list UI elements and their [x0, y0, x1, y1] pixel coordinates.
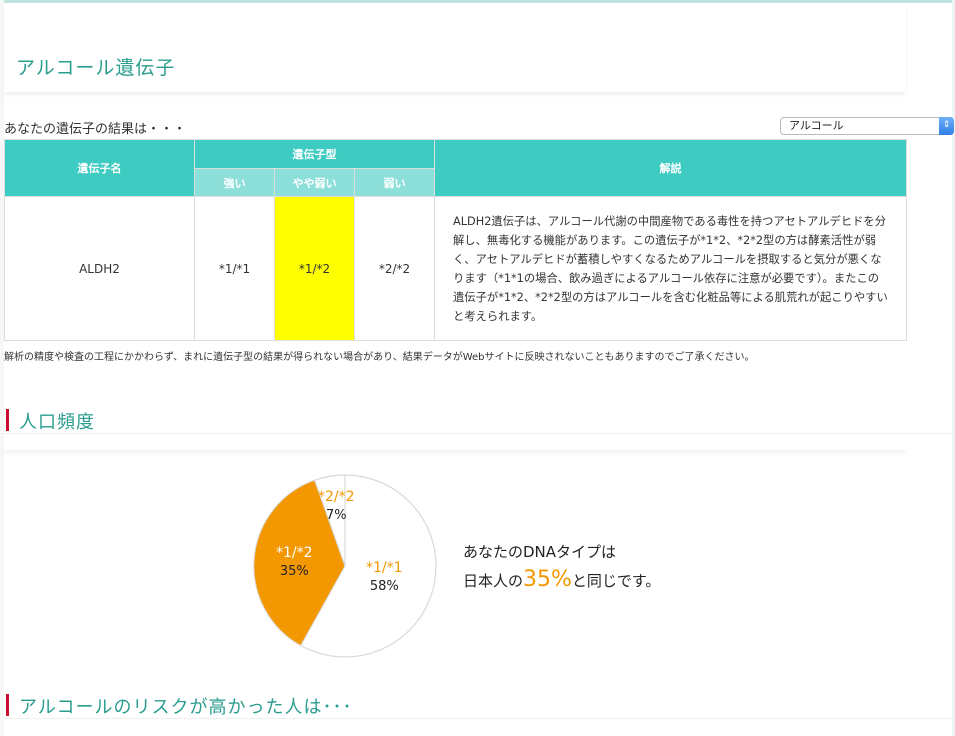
table-row: ALDH2 *1/*1 *1/*2 *2/*2 ALDH2遺伝子は、アルコール代…: [4, 196, 907, 341]
population-pie-chart: *1/*1 58% *1/*2 35% *2/*2 7%: [252, 473, 438, 659]
top-accent-bar: [0, 0, 955, 3]
section-accent-bar: [6, 694, 9, 716]
section-header-population: 人口頻度: [4, 408, 952, 434]
header-somewhat-weak: やや弱い: [274, 168, 355, 197]
pie-chart-svg: [253, 474, 437, 658]
pie-slice-1-2: [253, 479, 346, 647]
header-weak: 弱い: [354, 168, 435, 197]
gene-name-cell: ALDH2: [4, 196, 195, 341]
explanation-cell: ALDH2遺伝子は、アルコール代謝の中間産物である毒性を持つアセトアルデヒドを分…: [434, 196, 907, 341]
section-header-risk: アルコールのリスクが高かった人は･･･: [4, 693, 952, 719]
category-select[interactable]: アルコール ⇕: [780, 117, 954, 135]
header-explanation: 解説: [434, 139, 907, 197]
header-gene-name: 遺伝子名: [4, 139, 195, 197]
genotype-cell-somewhat-weak-highlighted: *1/*2: [274, 196, 355, 341]
dna-type-message: あなたのDNAタイプは 日本人の35%と同じです。: [463, 538, 660, 595]
select-updown-icon[interactable]: ⇕: [939, 117, 954, 135]
dna-percent-value: 35%: [523, 567, 572, 592]
header-genotype: 遺伝子型: [194, 139, 435, 169]
pie-label-1-1: *1/*1 58%: [366, 560, 403, 594]
right-scroll-edge: [952, 0, 955, 736]
pie-label-2-2: *2/*2 7%: [318, 489, 355, 523]
left-edge: [0, 0, 4, 736]
dna-message-line2: 日本人の35%と同じです。: [463, 567, 661, 592]
category-select-value: アルコール: [789, 119, 844, 132]
section-accent-bar: [6, 409, 9, 431]
gene-result-table: 遺伝子名 遺伝子型 解説 強い やや弱い 弱い ALDH2 *1/*1 *1/*…: [4, 139, 907, 341]
dna-message-line1: あなたのDNAタイプは: [463, 543, 617, 561]
section-title-population: 人口頻度: [19, 412, 95, 433]
section-title-risk: アルコールのリスクが高かった人は･･･: [19, 697, 353, 718]
section-divider: [4, 446, 906, 450]
genotype-cell-strong: *1/*1: [194, 196, 275, 341]
title-block: アルコール遺伝子: [4, 3, 906, 92]
header-strong: 強い: [194, 168, 275, 197]
result-label: あなたの遺伝子の結果は・・・: [4, 122, 187, 137]
page-title: アルコール遺伝子: [16, 57, 176, 79]
genotype-cell-weak: *2/*2: [354, 196, 435, 341]
pie-label-1-2: *1/*2 35%: [276, 545, 313, 579]
disclaimer-text: 解析の精度や検査の工程にかかわらず、まれに遺伝子型の結果が得られない場合があり、…: [4, 352, 755, 363]
